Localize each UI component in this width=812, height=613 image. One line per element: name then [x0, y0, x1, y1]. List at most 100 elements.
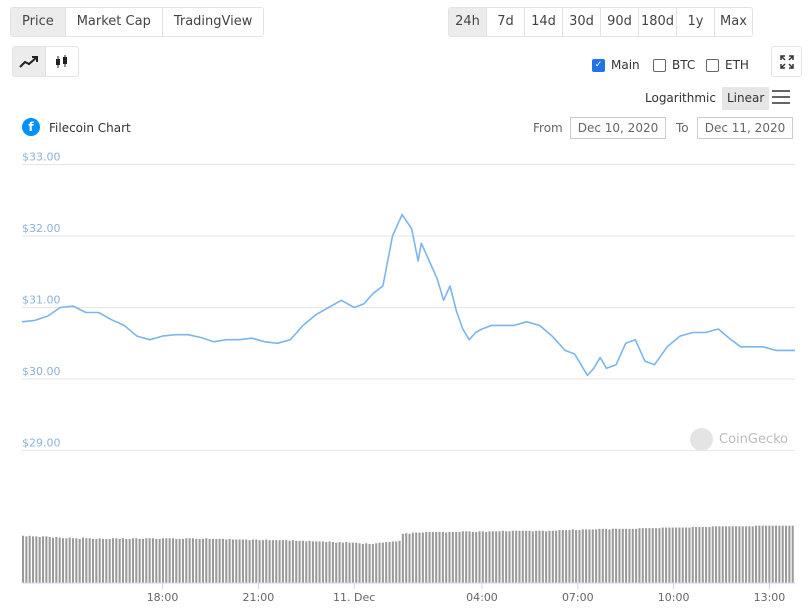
x-tick-label: 10:00 — [658, 591, 690, 604]
volume-bar — [78, 538, 81, 583]
volume-bar — [61, 538, 65, 583]
volume-bar — [228, 538, 231, 583]
volume-bar — [91, 538, 95, 583]
range-24h-button[interactable]: 24h — [449, 8, 487, 36]
volume-bar — [88, 538, 91, 583]
volume-bar — [545, 531, 548, 583]
volume-bar — [771, 525, 774, 583]
volume-bar — [791, 525, 794, 583]
volume-bar — [271, 540, 274, 583]
volume-bar — [375, 543, 378, 583]
volume-bar — [371, 543, 374, 583]
volume-bar — [445, 532, 448, 583]
main-checkbox[interactable]: ✓ Main — [592, 58, 640, 72]
eth-checkbox[interactable]: ETH — [706, 58, 749, 72]
volume-bar — [605, 528, 608, 583]
volume-bar — [588, 529, 591, 583]
range-90d-button[interactable]: 90d — [601, 8, 639, 36]
volume-bar — [281, 540, 284, 583]
volume-bar — [551, 530, 554, 583]
volume-bar — [741, 526, 744, 583]
tab-market-cap[interactable]: Market Cap — [65, 8, 163, 36]
volume-bar — [131, 538, 135, 583]
volume-bar — [218, 538, 221, 583]
volume-bar — [475, 531, 478, 583]
volume-bar — [685, 527, 688, 583]
volume-bar — [788, 525, 791, 583]
volume-bar — [118, 538, 121, 583]
x-tick-label: 11. Dec — [333, 591, 375, 604]
volume-bar — [568, 530, 571, 583]
range-14d-button[interactable]: 14d — [525, 8, 563, 36]
tab-price[interactable]: Price — [11, 8, 66, 36]
line-chart-button[interactable] — [13, 47, 46, 76]
volume-bar — [141, 538, 145, 583]
volume-bar — [185, 538, 188, 583]
volume-bar — [508, 531, 511, 583]
volume-bar — [275, 540, 278, 583]
hamburger-menu-icon[interactable] — [772, 90, 790, 106]
volume-bar — [155, 538, 158, 583]
volume-bar — [121, 538, 125, 583]
volume-bar — [261, 540, 264, 583]
volume-bar — [358, 543, 361, 583]
volume-bar — [775, 525, 778, 583]
volume-bar — [781, 525, 784, 583]
volume-bar — [195, 538, 198, 583]
volume-bar — [301, 540, 304, 583]
volume-bar — [315, 541, 318, 583]
to-date-input[interactable]: Dec 11, 2020 — [697, 117, 793, 139]
candlestick-chart-button[interactable] — [46, 47, 78, 76]
volume-bar — [701, 526, 704, 583]
fullscreen-button[interactable] — [771, 46, 802, 77]
volume-bar — [41, 536, 45, 583]
volume-bar — [481, 531, 484, 583]
range-180d-button[interactable]: 180d — [639, 8, 677, 36]
x-tick-label: 07:00 — [562, 591, 594, 604]
volume-bar — [278, 540, 281, 583]
from-label: From — [533, 121, 563, 135]
volume-bar — [391, 541, 394, 583]
volume-bar — [768, 525, 771, 583]
volume-bar — [161, 538, 165, 583]
volume-bar — [521, 530, 524, 583]
volume-bar — [668, 527, 671, 583]
volume-bar — [435, 531, 438, 583]
range-1y-button[interactable]: 1y — [677, 8, 715, 36]
checkbox-unchecked-icon — [706, 58, 719, 72]
volume-bar — [655, 528, 658, 583]
volume-bar — [151, 538, 155, 583]
volume-bar — [491, 531, 494, 583]
volume-bar — [321, 541, 324, 583]
price-series-line — [21, 213, 795, 377]
volume-bar — [415, 532, 418, 583]
chart-title: Filecoin Chart — [49, 121, 131, 135]
volume-bar — [398, 540, 401, 583]
btc-checkbox[interactable]: BTC — [653, 58, 695, 72]
volume-bar — [611, 528, 614, 583]
range-max-button[interactable]: Max — [720, 14, 747, 29]
volume-bar — [335, 542, 338, 583]
volume-bar — [525, 530, 528, 583]
volume-bar — [565, 530, 568, 583]
filecoin-logo-icon: f — [22, 118, 40, 136]
chart-tabs: Price Market Cap TradingView — [10, 7, 265, 37]
volume-bar — [265, 539, 268, 583]
logarithmic-scale-button[interactable]: Logarithmic — [645, 91, 716, 105]
from-date-input[interactable]: Dec 10, 2020 — [570, 117, 666, 139]
volume-bar — [528, 530, 531, 583]
linear-scale-button[interactable]: Linear — [722, 87, 770, 110]
volume-bar — [615, 528, 618, 583]
y-tick-label: $31.00 — [22, 294, 61, 307]
volume-bar — [25, 536, 28, 583]
volume-bar — [51, 537, 55, 583]
range-30d-button[interactable]: 30d — [563, 8, 601, 36]
volume-bar — [268, 540, 271, 583]
volume-bar — [561, 530, 564, 583]
tab-tradingview[interactable]: TradingView — [162, 8, 264, 36]
volume-bar — [235, 539, 238, 583]
volume-bar — [488, 531, 491, 583]
volume-bar — [305, 541, 308, 583]
range-7d-button[interactable]: 7d — [487, 8, 525, 36]
